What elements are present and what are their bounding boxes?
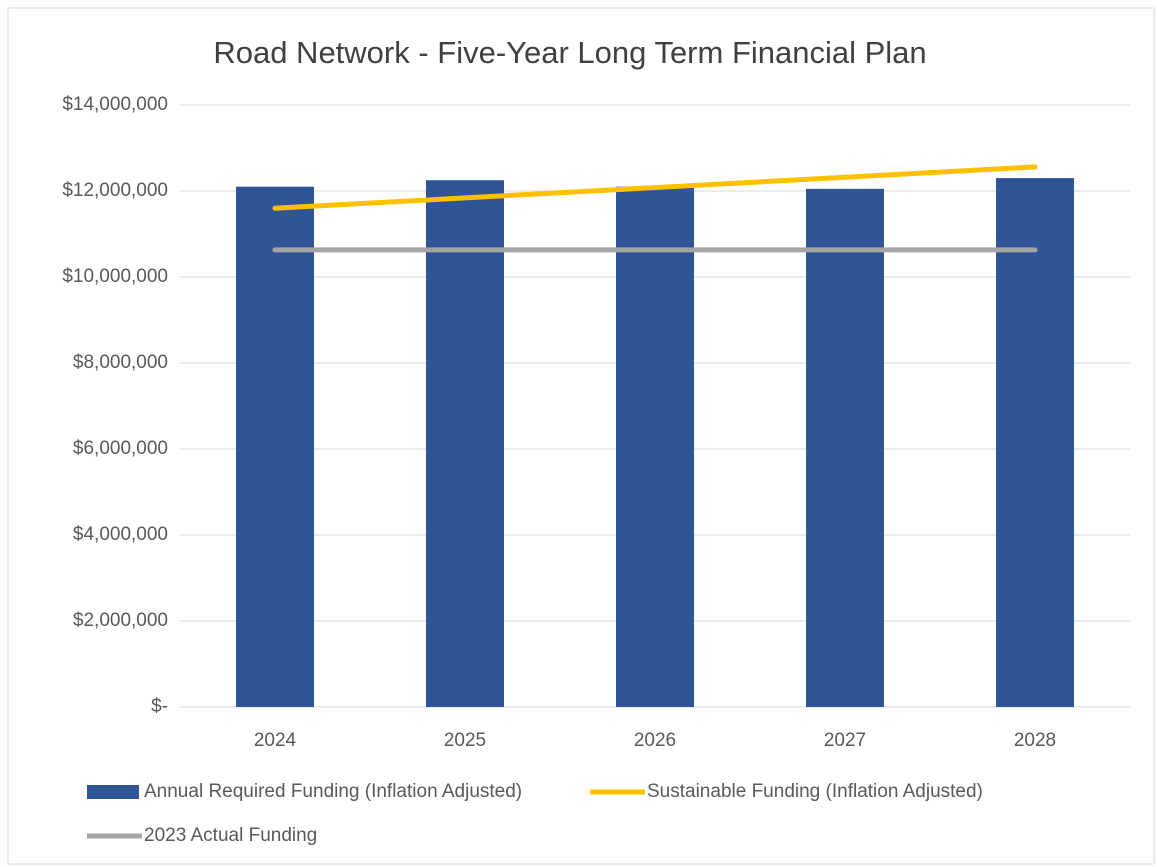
chart-title: Road Network - Five-Year Long Term Finan… — [213, 35, 926, 70]
y-tick-label: $8,000,000 — [73, 352, 168, 373]
bar — [236, 186, 314, 707]
x-tick-label: 2026 — [634, 730, 676, 751]
legend-swatch — [87, 785, 139, 799]
legend-label: 2023 Actual Funding — [144, 825, 317, 846]
y-tick-label: $10,000,000 — [62, 266, 168, 287]
x-tick-label: 2024 — [254, 730, 297, 751]
x-tick-label: 2025 — [444, 730, 486, 751]
x-tick-label: 2028 — [1014, 730, 1056, 751]
bar — [806, 188, 884, 708]
chart-border — [7, 7, 1155, 865]
bar — [616, 186, 694, 707]
line — [272, 164, 1038, 211]
bar — [996, 178, 1074, 708]
legend-label: Sustainable Funding (Inflation Adjusted) — [647, 781, 983, 802]
y-tick-label: $- — [151, 696, 168, 717]
legend-label: Annual Required Funding (Inflation Adjus… — [144, 781, 522, 802]
y-tick-label: $4,000,000 — [73, 524, 168, 545]
y-tick-label: $6,000,000 — [73, 438, 168, 459]
bar — [426, 180, 504, 707]
y-tick-label: $14,000,000 — [62, 94, 168, 115]
y-tick-label: $12,000,000 — [62, 180, 168, 201]
y-tick-label: $2,000,000 — [73, 610, 168, 631]
x-tick-label: 2027 — [824, 730, 866, 751]
